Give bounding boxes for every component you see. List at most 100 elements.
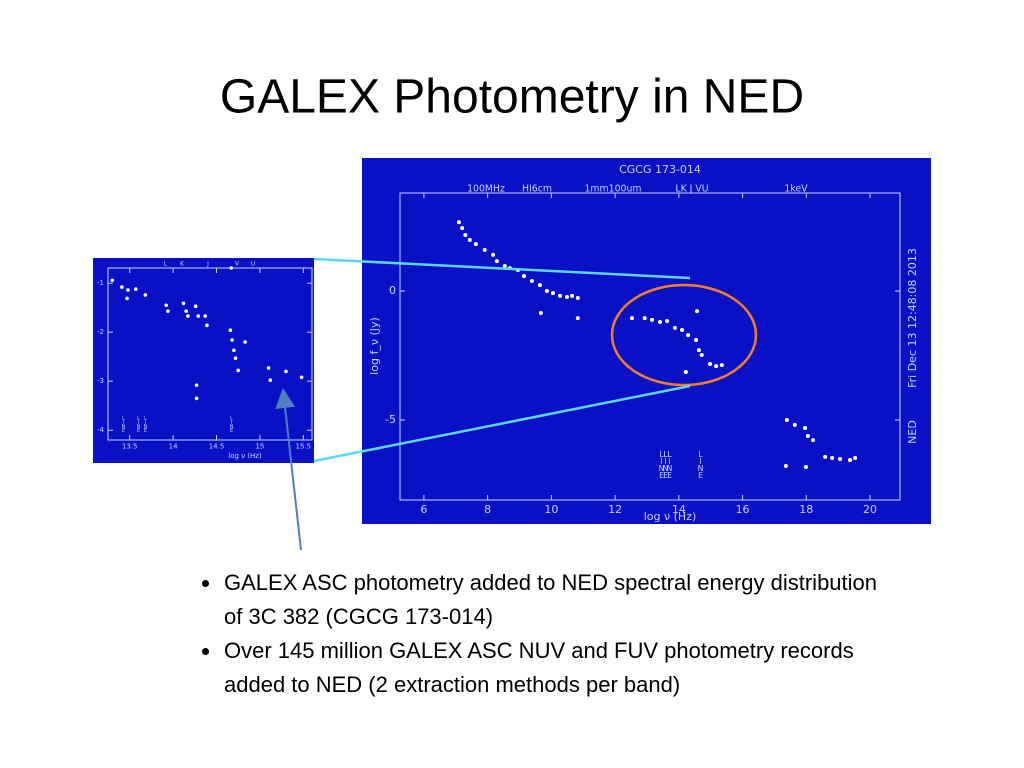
band-label: LINE: [665, 450, 674, 478]
x-tick-label: 20: [863, 503, 877, 516]
data-point: [673, 325, 678, 330]
data-point: [456, 220, 461, 225]
data-point: [719, 363, 724, 368]
band-top-label: U: [251, 261, 255, 268]
data-point: [236, 368, 241, 373]
data-point: [847, 458, 852, 463]
data-point: [699, 353, 704, 358]
band-top-label: 1keV: [784, 184, 808, 195]
data-point: [502, 264, 507, 269]
data-point: [233, 356, 238, 360]
data-point: [194, 383, 199, 387]
bullet: GALEX ASC photometry added to NED spectr…: [222, 566, 882, 634]
band-top-label: 1mm100um: [584, 184, 641, 195]
x-tick-label: 14: [672, 503, 686, 516]
data-point: [164, 303, 168, 308]
data-point: [203, 314, 208, 318]
data-point: [696, 348, 701, 353]
data-point: [665, 318, 670, 323]
data-point: [120, 285, 124, 289]
x-tick-label: 12: [608, 503, 622, 516]
x-tick-label: 18: [799, 503, 813, 516]
data-point: [838, 456, 843, 461]
data-point: [181, 301, 186, 306]
slide-title: GALEX Photometry in NED: [220, 71, 804, 124]
x-tick-label: 13.5: [122, 442, 138, 450]
band-top-label: K: [180, 261, 185, 268]
x-tick-label: 14: [169, 442, 178, 450]
x-tick-label: 15: [255, 442, 264, 450]
data-point: [550, 291, 555, 296]
data-point: [125, 296, 129, 301]
data-point: [823, 454, 828, 459]
data-point: [266, 366, 271, 370]
data-point: [232, 348, 236, 353]
y-label: log f_ν (Jy): [368, 317, 381, 375]
data-point: [650, 317, 655, 322]
data-point: [126, 288, 130, 292]
data-point: [830, 455, 835, 460]
data-point: [714, 364, 719, 369]
data-point: [205, 323, 209, 328]
data-point: [529, 278, 534, 283]
band-top-label: LK J VU: [675, 184, 708, 195]
data-point: [467, 237, 472, 242]
y-tick-label: -5: [385, 413, 396, 426]
data-point: [803, 464, 808, 469]
data-point: [538, 310, 543, 315]
data-point: [284, 369, 288, 374]
data-point: [629, 316, 634, 321]
data-point: [110, 278, 115, 283]
bullet: Over 145 million GALEX ASC NUV and FUV p…: [222, 634, 882, 702]
data-point: [166, 309, 170, 313]
data-point: [784, 418, 789, 423]
main-plot: CGCG 173-014 log ν (Hz) log f_ν (Jy) Fri…: [368, 163, 919, 523]
data-point: [783, 463, 788, 468]
data-point: [494, 259, 499, 264]
x-tick-label: 8: [484, 503, 491, 516]
callout-line: [313, 257, 691, 280]
band-top-label: V: [235, 261, 240, 268]
data-point: [268, 378, 273, 383]
data-point: [482, 248, 487, 253]
data-point: [196, 314, 201, 318]
data-point: [694, 338, 699, 343]
inset-plot: log ν (Hz) 13.5 14 14.5 15 15.5 -1 -2 -3 -4 L K J V U…: [97, 261, 312, 460]
data-point: [792, 422, 797, 427]
x-tick-label: 6: [420, 503, 427, 516]
data-point: [575, 316, 580, 321]
main-plot-bg: [362, 158, 931, 524]
band-label: LINE: [136, 416, 142, 432]
data-point: [299, 375, 304, 380]
x-label: log ν (Hz): [644, 510, 697, 523]
pointer-arrow: [275, 388, 302, 551]
data-point: [193, 304, 198, 309]
y-tick-label: -3: [97, 377, 104, 385]
data-point: [228, 328, 233, 333]
data-point: [537, 283, 542, 288]
data-point: [460, 226, 465, 231]
inset-plot-bg: [93, 258, 314, 463]
band-label: LINE: [143, 416, 149, 432]
data-point: [575, 295, 580, 300]
data-point: [708, 362, 713, 367]
data-point: [143, 293, 148, 297]
data-point: [564, 294, 569, 299]
data-point: [184, 309, 188, 313]
x-tick-label: 10: [544, 503, 558, 516]
data-point: [229, 266, 234, 270]
data-point: [805, 434, 810, 439]
data-point: [642, 316, 647, 321]
y-tick-label: -1: [97, 279, 104, 287]
inset-plot-frame: [107, 267, 313, 441]
band-label: LINE: [661, 450, 670, 478]
data-point: [521, 274, 526, 279]
band-top-label: HI6cm: [522, 184, 552, 195]
y-tick-label: 0: [389, 284, 396, 297]
data-point: [853, 455, 858, 460]
x-tick-label: 16: [736, 503, 750, 516]
data-point: [230, 338, 234, 342]
y-tick-label: -4: [97, 426, 105, 434]
